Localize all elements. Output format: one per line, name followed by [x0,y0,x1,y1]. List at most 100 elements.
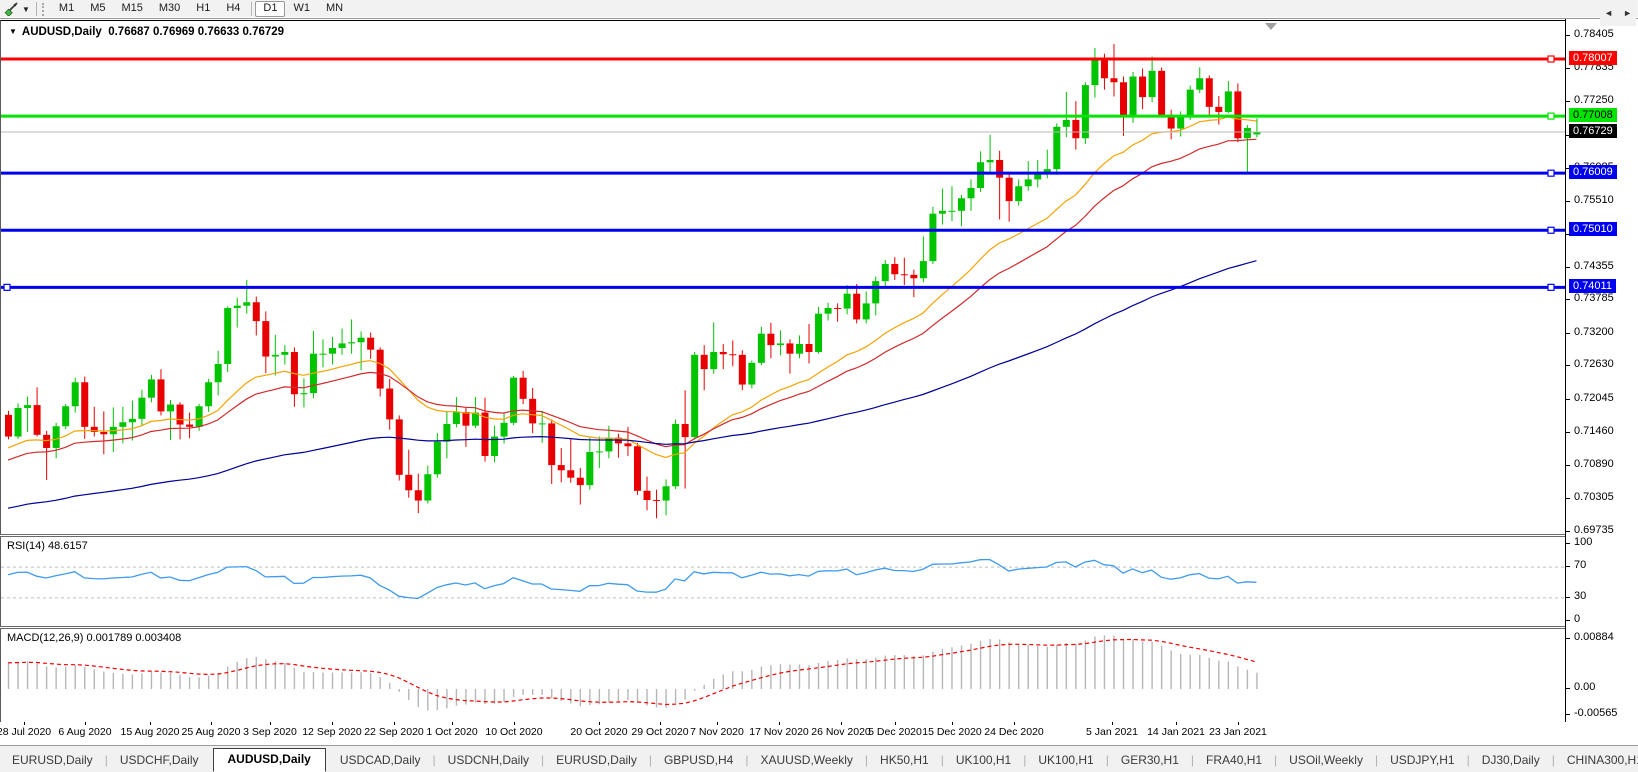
chart-tab-usoil-weekly[interactable]: USOil,Weekly [1289,753,1363,767]
date-label[interactable]: 29 Oct 2020 [631,726,689,738]
date-label[interactable]: 7 Nov 2020 [690,726,744,738]
chart-tab-uk100-h1[interactable]: UK100,H1 [955,753,1012,767]
chart-tab-eurusd-daily[interactable]: EURUSD,Daily [556,753,637,767]
date-label[interactable]: 26 Nov 2020 [811,726,871,738]
timeframe-button-m15[interactable]: M15 [121,2,143,14]
candle-bear [414,490,422,501]
timeframe-button-h1[interactable]: H1 [196,2,211,14]
candle-bull [271,354,279,357]
level-price-badge: 0.78007 [1569,51,1617,65]
date-label[interactable]: 12 Sep 2020 [302,726,362,738]
tab-separator: | [541,753,545,767]
timeframe-button-h4[interactable]: H4 [226,2,241,14]
toolbar-separator [35,2,37,16]
timeframe-button-w1[interactable]: W1 [293,2,310,14]
price-tick-label-tick [1566,101,1570,103]
candle-bull [491,436,499,456]
objects-tool-icon[interactable] [2,1,22,17]
chart-tab-audusd-daily[interactable]: AUDUSD,Daily [212,748,326,772]
date-label[interactable]: 28 Jul 2020 [0,726,52,738]
price-axis[interactable]: 0.784050.778350.772500.766650.760850.755… [1565,19,1638,723]
timeframe-button-m30[interactable]: M30 [158,2,181,14]
date-label[interactable]: 1 Oct 2020 [426,726,478,738]
ma-fast-line[interactable] [7,116,1257,459]
chart-tab-bar: EURUSD,Daily | USDCHF,Daily AUDUSD,Daily USD… [0,745,1638,772]
chart-tab-dj30-daily[interactable]: DJ30,Daily [1481,753,1540,767]
date-label[interactable]: 23 Jan 2021 [1209,726,1267,738]
candle-bull [538,423,546,425]
price-tick-label-tick [1566,167,1570,169]
date-label[interactable]: 22 Sep 2020 [364,726,424,738]
candle-bear [481,412,489,456]
toolbar-drag-grip[interactable] [41,2,47,16]
line-handle[interactable] [3,283,11,291]
date-label[interactable]: 17 Nov 2020 [749,726,809,738]
chart-tab-hk50-h1[interactable]: HK50,H1 [880,753,929,767]
tab-scroll-left-icon[interactable]: ◄ [1604,8,1614,18]
date-label[interactable]: 3 Sep 2020 [243,726,297,738]
timeframe-button-m5[interactable]: M5 [90,2,106,14]
chart-tab-usdchf-daily[interactable]: USDCHF,Daily [119,753,199,767]
date-label[interactable]: 5 Dec 2020 [868,726,922,738]
macd-tick-label-tick [1566,638,1570,639]
macd-indicator-pane[interactable]: MACD(12,26,9) 0.001789 0.003408 [0,628,1566,724]
chart-tab-uk100-h1[interactable]: UK100,H1 [1038,753,1094,767]
candle-bear [1005,177,1013,202]
chevron-down-icon[interactable]: ▼ [22,4,30,14]
date-label[interactable]: 15 Aug 2020 [120,726,180,738]
price-chart-pane[interactable]: ▼ AUDUSD,Daily 0.76687 0.76969 0.76633 0.… [0,20,1566,535]
candle-bear [252,302,260,322]
chart-tab-eurusd-daily[interactable]: EURUSD,Daily [12,753,93,767]
timeframe-button-m1[interactable]: M1 [58,2,75,14]
candle-bear [653,499,661,501]
chart-tab-china300-h1[interactable]: CHINA300,H1 [1566,753,1638,767]
price-tick-label: 0.73785 [1574,292,1614,305]
timeframe-button-d1[interactable]: D1 [255,1,286,17]
line-handle[interactable] [1547,226,1555,234]
chart-tab-xauusd-weekly[interactable]: XAUUSD,Weekly [760,753,853,767]
date-label[interactable]: 10 Oct 2020 [485,726,543,738]
ma-mid-line[interactable] [7,138,1257,461]
chart-menu-triangle-icon[interactable]: ▼ [9,27,17,36]
tab-separator: | [1105,753,1109,767]
price-tick-label: 0.77250 [1574,94,1614,107]
date-label[interactable]: 15 Dec 2020 [922,726,982,738]
date-label[interactable]: 25 Aug 2020 [181,726,241,738]
chart-tab-fra40-h1[interactable]: FRA40,H1 [1206,753,1263,767]
date-tick [211,722,212,725]
candle-bear [376,349,384,389]
tab-scroll-right-icon[interactable]: ► [1623,8,1632,18]
rsi-line[interactable] [7,558,1257,600]
candle-bull [14,407,22,437]
date-label[interactable]: 14 Jan 2021 [1147,726,1205,738]
candle-bull [300,393,308,395]
line-handle[interactable] [1547,112,1555,120]
chart-tab-usdcad-daily[interactable]: USDCAD,Daily [339,753,421,767]
date-label[interactable]: 5 Jan 2021 [1086,726,1138,738]
chart-tab-gbpusd-h4[interactable]: GBPUSD,H4 [663,753,734,767]
candle-bear [1110,78,1118,83]
line-handle[interactable] [1547,283,1555,291]
rsi-indicator-pane[interactable]: RSI(14) 48.6157 [0,536,1566,627]
price-shift-marker[interactable] [1265,23,1277,30]
candle-bull [1062,119,1070,127]
date-label[interactable]: 20 Oct 2020 [570,726,628,738]
candle-bear [405,474,413,491]
chart-tab-usdcnh-daily[interactable]: USDCNH,Daily [447,753,530,767]
candle-bull [214,363,222,383]
macd-signal-line[interactable] [7,638,1257,706]
price-tick-label: 0.70305 [1574,491,1614,504]
time-axis[interactable]: 28 Jul 2020 6 Aug 2020 15 Aug 2020 25 Aug 2… [0,722,1638,741]
date-label[interactable]: 6 Aug 2020 [58,726,112,738]
candle-bear [1205,78,1213,107]
line-handle[interactable] [1547,169,1555,177]
date-tick [952,722,953,725]
ma-slow-line[interactable] [7,260,1257,509]
candle-bear [624,443,632,447]
line-handle[interactable] [1547,55,1555,63]
chart-tab-usdjpy-h1[interactable]: USDJPY,H1 [1390,753,1455,767]
chart-tab-ger30-h1[interactable]: GER30,H1 [1120,753,1179,767]
rsi-tick-label: 70 [1574,559,1587,572]
date-label[interactable]: 24 Dec 2020 [984,726,1044,738]
timeframe-button-mn[interactable]: MN [325,2,344,14]
